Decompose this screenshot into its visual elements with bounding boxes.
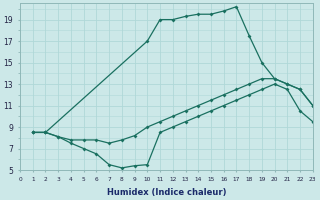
X-axis label: Humidex (Indice chaleur): Humidex (Indice chaleur) [107, 188, 226, 197]
